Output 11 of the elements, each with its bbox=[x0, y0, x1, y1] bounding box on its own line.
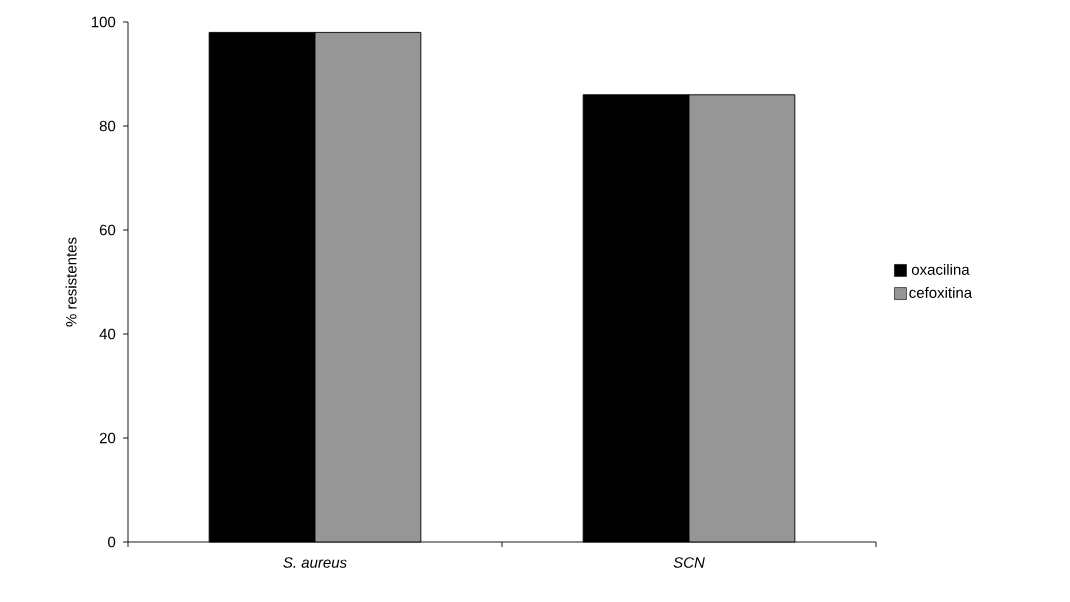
y-tick-label: 100 bbox=[91, 16, 116, 28]
y-tick-label: 20 bbox=[99, 432, 116, 444]
x-tick-label: SCN bbox=[673, 557, 705, 568]
y-tick-label: 60 bbox=[99, 224, 116, 236]
legend-label: oxacilina bbox=[911, 263, 970, 275]
legend-label: cefoxitina bbox=[909, 286, 973, 298]
x-tick-label: S. aureus bbox=[283, 557, 347, 568]
y-tick-label: 0 bbox=[108, 536, 116, 548]
y-axis-title: % resistentes bbox=[65, 237, 77, 327]
y-tick-label: 80 bbox=[99, 120, 116, 132]
y-tick-label: 40 bbox=[99, 328, 116, 340]
